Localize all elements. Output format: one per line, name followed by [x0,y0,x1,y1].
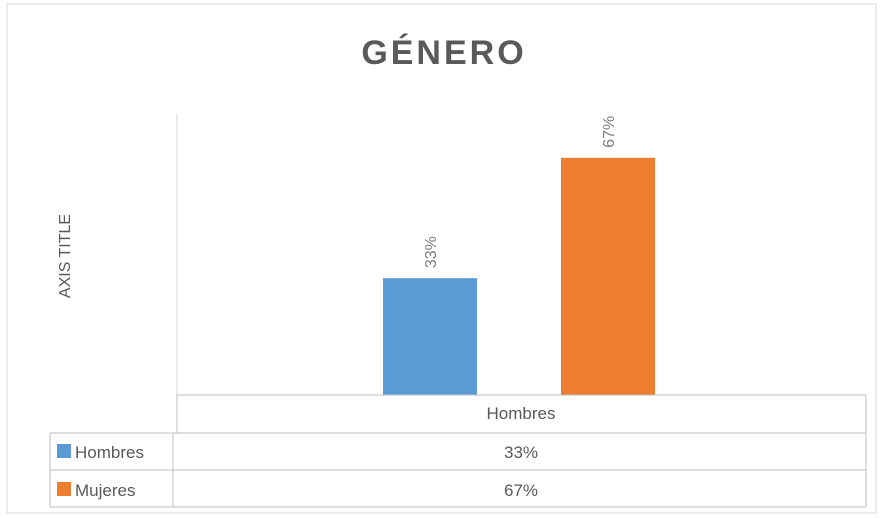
table-value-hombres: 33% [504,443,538,462]
data-label-mujeres: 67% [601,116,618,148]
table-header-category: Hombres [487,404,556,423]
legend-swatch-hombres [57,444,71,458]
bar-mujeres [561,157,655,395]
table-value-mujeres: 67% [504,481,538,500]
bar-hombres [383,278,477,395]
chart-title: GÉNERO [361,34,526,72]
chart-border [6,3,877,514]
legend-label-mujeres: Mujeres [75,481,135,500]
data-label-hombres: 33% [423,236,440,268]
data-table: Hombres Hombres 33% Mujeres 67% [49,394,867,508]
legend-swatch-mujeres [57,482,71,496]
legend-label-hombres: Hombres [75,443,144,462]
bars-layer: 33% 67% [383,116,655,395]
y-axis-title: AXIS TITLE [57,214,74,298]
